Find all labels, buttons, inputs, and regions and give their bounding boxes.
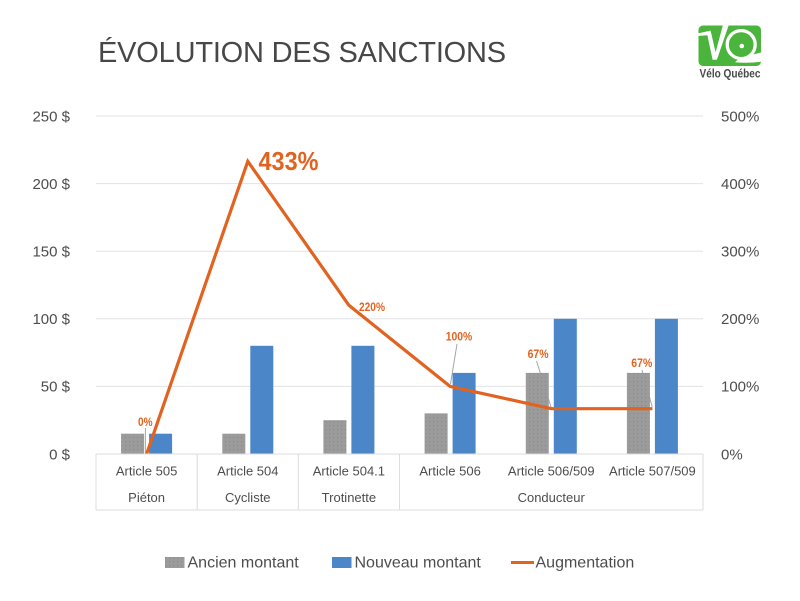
svg-text:Article 506/509: Article 506/509 (508, 464, 595, 479)
svg-text:Article 504: Article 504 (217, 464, 278, 479)
svg-text:Ancien montant: Ancien montant (188, 555, 300, 572)
svg-text:100%: 100% (721, 379, 759, 396)
svg-text:Vélo Québec: Vélo Québec (700, 67, 761, 81)
svg-text:150 $: 150 $ (32, 244, 70, 261)
svg-text:433%: 433% (259, 146, 319, 176)
svg-text:Article 507/509: Article 507/509 (609, 464, 696, 479)
svg-text:500%: 500% (721, 108, 759, 125)
svg-text:0 $: 0 $ (49, 446, 71, 463)
svg-text:67%: 67% (528, 347, 549, 361)
svg-text:67%: 67% (631, 356, 652, 370)
svg-text:Article 506: Article 506 (419, 464, 480, 479)
svg-text:Conducteur: Conducteur (518, 490, 586, 505)
svg-text:100 $: 100 $ (32, 311, 70, 328)
svg-text:Augmentation: Augmentation (536, 555, 635, 572)
svg-text:Nouveau montant: Nouveau montant (355, 555, 482, 572)
svg-text:Article 504.1: Article 504.1 (313, 464, 385, 479)
svg-text:220%: 220% (359, 300, 385, 314)
svg-text:0%: 0% (721, 446, 743, 463)
svg-text:200 $: 200 $ (32, 176, 70, 193)
svg-text:300%: 300% (721, 244, 759, 261)
svg-text:50 $: 50 $ (41, 379, 71, 396)
svg-text:Article 505: Article 505 (116, 464, 177, 479)
svg-text:Trotinette: Trotinette (322, 490, 376, 505)
svg-text:400%: 400% (721, 176, 759, 193)
svg-text:ÉVOLUTION DES SANCTIONS: ÉVOLUTION DES SANCTIONS (98, 36, 506, 69)
svg-text:200%: 200% (721, 311, 759, 328)
svg-text:250 $: 250 $ (32, 108, 70, 125)
svg-text:Cycliste: Cycliste (225, 490, 271, 505)
svg-text:100%: 100% (446, 330, 473, 344)
svg-text:0%: 0% (138, 415, 153, 429)
svg-text:Piéton: Piéton (128, 490, 165, 505)
